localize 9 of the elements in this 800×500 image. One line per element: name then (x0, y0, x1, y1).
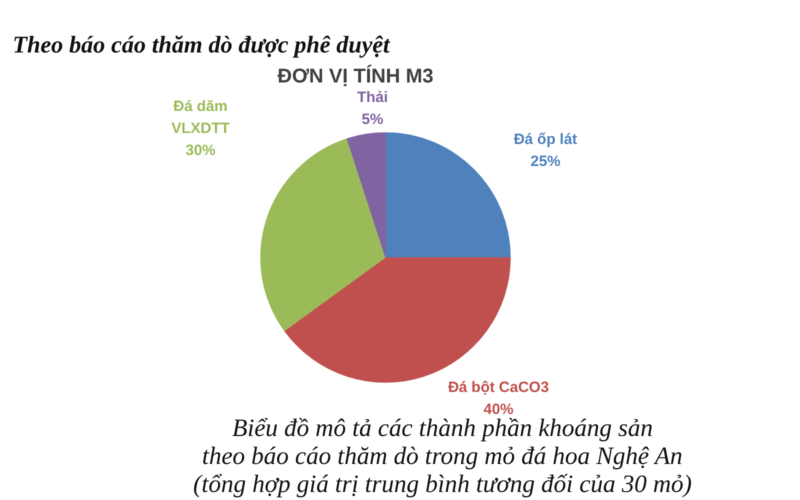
slice-label: Đá ốp lát (514, 130, 578, 148)
slice-label: Thải (357, 88, 388, 106)
data-label: 5% (362, 111, 384, 128)
slice-label: Đá dăm VLXDTT (171, 98, 230, 137)
chart-subtitle: ĐƠN VỊ TÍNH M3 (278, 64, 434, 88)
chart-title: Theo báo cáo thăm dò được phê duyệt (12, 32, 392, 58)
slice-label: Đá bột CaCO3 (448, 378, 549, 396)
data-label: 30% (185, 142, 216, 160)
data-label: 25% (530, 153, 561, 170)
